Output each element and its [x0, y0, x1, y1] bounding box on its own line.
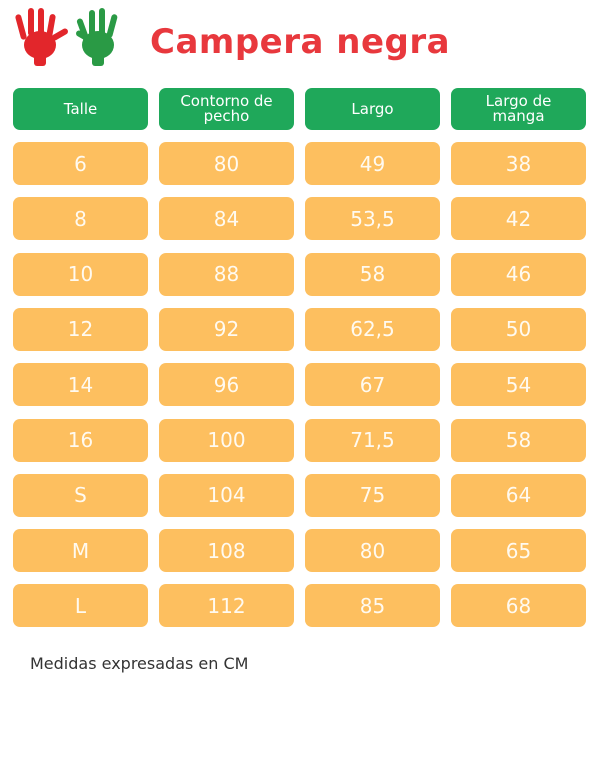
table-cell: 75	[305, 473, 440, 517]
table-cell: 108	[159, 529, 294, 573]
table-cell: 112	[159, 584, 294, 628]
table-cell: 50	[451, 307, 586, 351]
table-cell: 71,5	[305, 418, 440, 462]
table-cell: 80	[305, 529, 440, 573]
table-cell: 46	[451, 252, 586, 296]
table-cell: 16	[13, 418, 148, 462]
table-cell: 65	[451, 529, 586, 573]
table-cell: 14	[13, 363, 148, 407]
table-cell: 42	[451, 197, 586, 241]
column-header: Talle	[13, 88, 148, 130]
table-cell: 49	[305, 142, 440, 185]
table-cell: 88	[159, 252, 294, 296]
table-cell: 6	[13, 142, 148, 185]
title: Campera negra	[150, 22, 451, 62]
table-cell: 58	[305, 252, 440, 296]
table-cell: 58	[451, 418, 586, 462]
table-cell: 85	[305, 584, 440, 628]
column-header: Contorno de pecho	[159, 88, 294, 130]
table-cell: 12	[13, 307, 148, 351]
hands-icon	[15, 8, 118, 66]
table-cell: L	[13, 584, 148, 628]
table-cell: 96	[159, 363, 294, 407]
table-cell: 64	[451, 473, 586, 517]
column-header: Largo de manga	[451, 88, 586, 130]
table-cell: M	[13, 529, 148, 573]
table-cell: 38	[451, 142, 586, 185]
table-cell: 53,5	[305, 197, 440, 241]
table-cell: 67	[305, 363, 440, 407]
table-cell: 104	[159, 473, 294, 517]
column-header: Largo	[305, 88, 440, 130]
table-cell: 8	[13, 197, 148, 241]
table-cell: S	[13, 473, 148, 517]
table-cell: 80	[159, 142, 294, 185]
footer-note: Medidas expresadas en CM	[30, 654, 249, 673]
table-cell: 62,5	[305, 307, 440, 351]
table-cell: 92	[159, 307, 294, 351]
table-cell: 84	[159, 197, 294, 241]
table-cell: 54	[451, 363, 586, 407]
table-cell: 10	[13, 252, 148, 296]
table-cell: 68	[451, 584, 586, 628]
table-cell: 100	[159, 418, 294, 462]
